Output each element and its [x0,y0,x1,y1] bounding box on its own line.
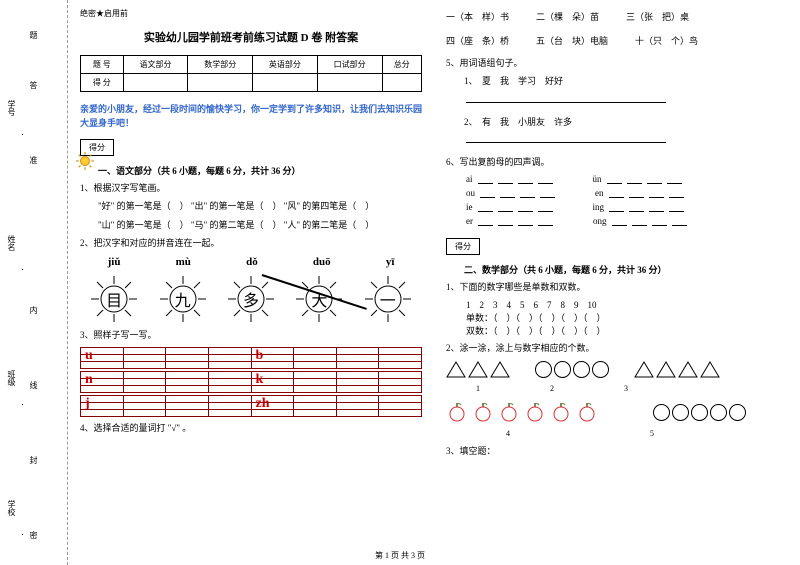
th: 英语部分 [253,56,318,74]
circle-group2 [653,401,746,423]
margin-label-id: 学号 [6,100,17,116]
apple-icon [550,401,572,423]
tone: ing [593,202,605,212]
right-column: 一（本 样）书 二（棵 朵）苗 三（张 把）桌 四（座 条）桥 五（台 块）电脑… [434,0,800,565]
margin-mark: 准 [30,155,38,166]
exam-title: 实验幼儿园学前班考前练习试题 D 卷 附答案 [80,29,422,45]
left-column: 绝密★启用前 实验幼儿园学前班考前练习试题 D 卷 附答案 题 号 语文部分 数… [68,0,434,565]
th: 口试部分 [317,56,382,74]
apple-icon [576,401,598,423]
writing-grid: u b n k j zh [80,347,422,417]
margin-mark: 答 [30,80,38,91]
th: 题 号 [81,56,124,74]
tone: ün [593,174,602,184]
intro-sun-icon [76,152,94,170]
sun-char: 九 [175,287,191,311]
margin-mark: 内 [30,305,38,316]
tone: ong [593,216,607,226]
sun-char: 一 [380,287,396,311]
tone: ai [466,174,473,184]
q4: 4、选择合适的量词打 "√" 。 [80,421,422,435]
sun-shape: 目 [89,274,139,324]
letter: j [85,396,90,412]
shape-num: 4 [506,429,510,438]
apple-group [446,401,598,423]
th: 语文部分 [123,56,188,74]
section1-title: 一、语文部分（共 6 小题，每题 6 分，共计 36 分） [80,164,422,177]
number-list: 1 2 3 4 5 6 7 8 9 10 [466,298,788,311]
q3: 3、照样子写一写。 [80,328,422,342]
sun-char: 大 [311,287,327,311]
pinyin: yī [386,256,395,268]
td: 得 分 [81,74,124,92]
shape-num: 3 [624,384,628,393]
shape-num: 2 [550,384,554,393]
pinyin: dǒ [246,256,258,268]
pinyin: mù [176,256,191,268]
q1: 1、根据汉字写笔画。 [80,181,422,195]
score-table: 题 号 语文部分 数学部分 英语部分 口试部分 总分 得 分 [80,55,422,92]
answer-line[interactable] [466,93,666,103]
sun-shape: 一 [363,274,413,324]
m2: 2、涂一涂，涂上与数字相应的个数。 [446,341,788,355]
margin-label-class: 班级 [6,370,17,386]
margin-mark: 封 [30,455,38,466]
shapes-row2 [446,401,788,423]
letter: u [85,348,93,364]
margin-label-school: 学校 [6,500,17,516]
margin-mark: 题 [30,30,38,41]
letter: b [256,348,264,364]
binding-margin: 学校 班级 姓名 学号 密 封 线 内 准 答 题 [0,0,68,565]
triangle-group2 [634,361,720,378]
margin-label-name: 姓名 [6,235,17,251]
letter: k [256,372,264,388]
q2: 2、把汉字和对应的拼音连在一起。 [80,236,422,250]
margin-mark: 密 [30,530,38,541]
measure-words: 一（本 样）书 二（棵 朵）苗 三（张 把）桌 [446,8,788,26]
shapes-row1 [446,361,788,378]
sun-char: 目 [106,287,122,311]
q1-line1: "好" 的第一笔是（ ） "出" 的第一笔是（ ） "风" 的第四笔是（ ） [80,199,422,213]
circle-group [535,361,609,378]
tone: er [466,216,473,226]
section2-title: 二、数学部分（共 6 小题，每题 6 分，共计 36 分） [446,263,788,276]
pinyin: duō [313,256,331,268]
q6: 6、写出复韵母的四声调。 [446,155,788,169]
q5: 5、用词语组句子。 [446,56,788,70]
pinyin: jiǔ [108,256,121,268]
triangle-group [446,361,510,378]
sun-shape: 多 [226,274,276,324]
margin-mark: 线 [30,380,38,391]
score-box: 得分 [446,238,480,255]
answer-line[interactable] [466,133,666,143]
sun-row: 目 九 多 大 一 [80,274,422,324]
q5-2: 2、 有 我 小朋友 许多 [446,115,788,129]
measure-words: 四（座 条）桥 五（台 块）电脑 十（只 个）鸟 [446,32,788,50]
tone: en [595,188,604,198]
th: 数学部分 [188,56,253,74]
sun-char: 多 [243,287,259,311]
m3: 3、填空题： [446,444,788,458]
letter: zh [256,396,270,412]
secret-header: 绝密★启用前 [80,8,422,19]
odd-line: 单数：（ ）（ ）（ ）（ ）（ ） [466,311,788,324]
q5-1: 1、 夏 我 学习 好好 [446,74,788,88]
even-line: 双数：（ ）（ ）（ ）（ ）（ ） [466,324,788,337]
tone: ou [466,188,475,198]
apple-icon [472,401,494,423]
letter: n [85,372,93,388]
m1: 1、下面的数字哪些是单数和双数。 [446,280,788,294]
shape-num: 1 [476,384,480,393]
intro-text: 亲爱的小朋友，经过一段时间的愉快学习，你一定学到了许多知识，让我们去知识乐园大显… [80,102,422,131]
apple-icon [498,401,520,423]
page-footer: 第 1 页 共 3 页 [375,550,425,561]
apple-icon [524,401,546,423]
sun-shape: 九 [158,274,208,324]
apple-icon [446,401,468,423]
th: 总分 [382,56,422,74]
pinyin-row: jiǔ mù dǒ duō yī [80,256,422,268]
shape-num: 5 [650,429,654,438]
q1-line2: "山" 的第一笔是（ ） "马" 的第二笔是（ ） "人" 的第二笔是（ ） [80,218,422,232]
tone: ie [466,202,473,212]
